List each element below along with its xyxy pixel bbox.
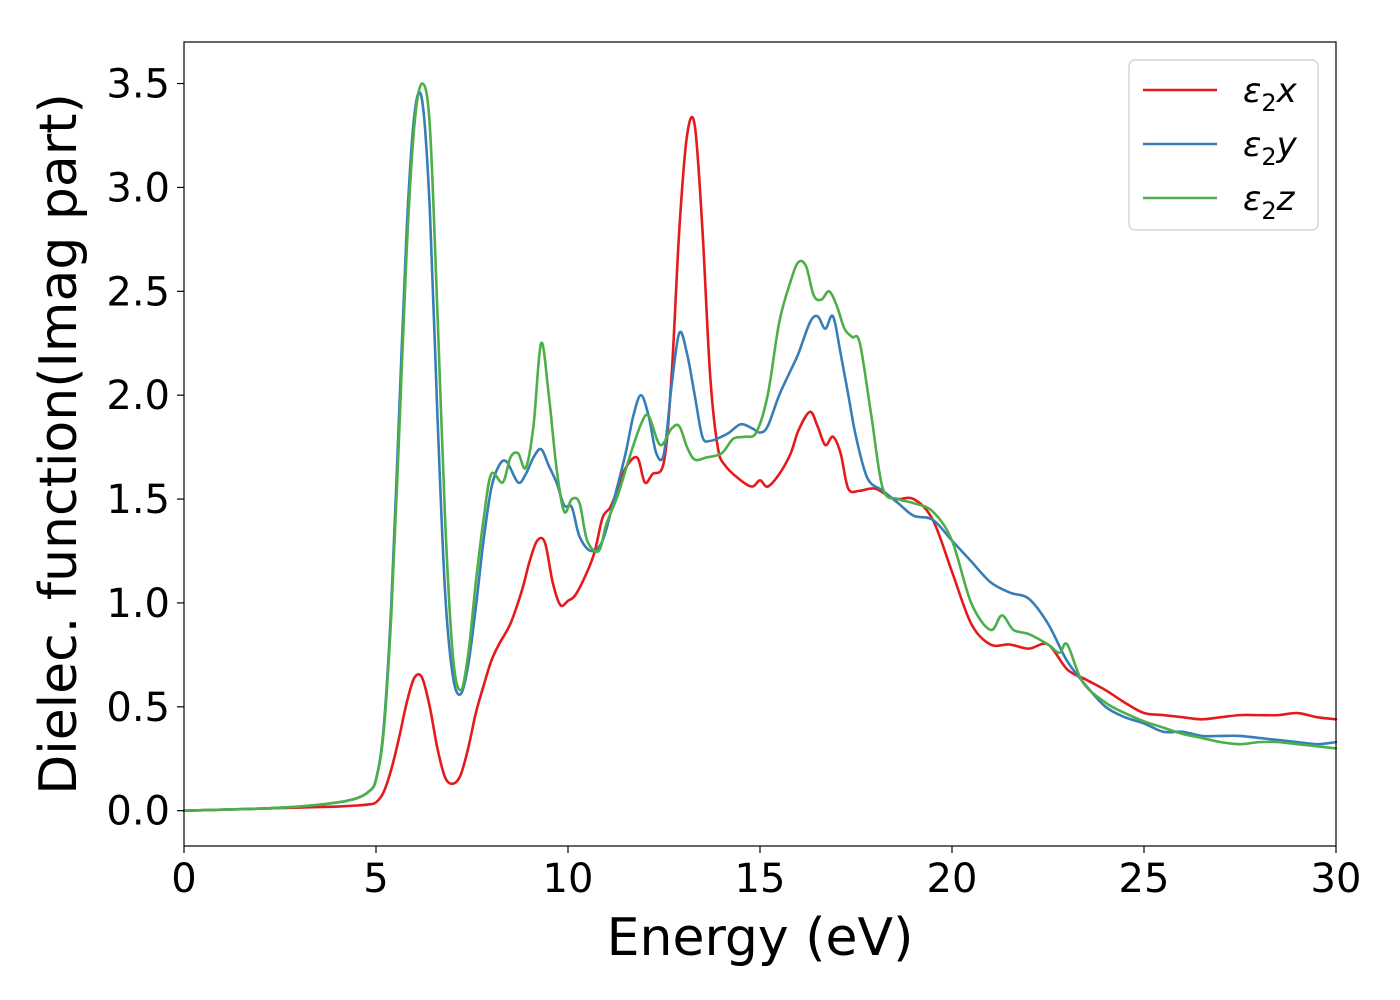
x-axis-ticks: 0 5 10 15 20 25 30: [171, 846, 1361, 902]
legend-label-y: ε2y: [1243, 125, 1298, 171]
y-tick-label: 0.5: [106, 685, 170, 731]
legend-label-subscript: 2: [1261, 197, 1276, 225]
y-tick-label: 2.5: [106, 269, 170, 315]
y-tick-label: 2.0: [106, 373, 170, 419]
legend-label-base: ε: [1243, 71, 1261, 111]
legend-label-x: ε2x: [1243, 71, 1298, 117]
legend-label-tail: y: [1276, 125, 1298, 165]
legend-label-subscript: 2: [1261, 89, 1276, 117]
legend-label-tail: x: [1276, 71, 1298, 111]
x-tick-label: 25: [1119, 856, 1170, 902]
y-tick-label: 3.5: [106, 62, 170, 108]
x-tick-label: 0: [171, 856, 196, 902]
y-tick-label: 0.0: [106, 789, 170, 835]
x-axis-label: Energy (eV): [607, 908, 914, 968]
y-tick-label: 1.5: [106, 477, 170, 523]
legend-box: [1128, 59, 1319, 231]
series-line-y: [182, 90, 1338, 812]
legend-label-base: ε: [1243, 125, 1261, 165]
x-tick-label: 5: [363, 856, 388, 902]
legend-label-subscript: 2: [1261, 143, 1276, 171]
x-tick-label: 20: [927, 856, 978, 902]
legend-label-base: ε: [1243, 179, 1261, 219]
y-tick-label: 3.0: [106, 165, 170, 211]
series-line-z: [182, 82, 1338, 812]
x-tick-label: 15: [735, 856, 786, 902]
y-axis-label: Dielec. function(Imag part): [29, 93, 89, 795]
x-tick-label: 30: [1311, 856, 1362, 902]
series-layer: [182, 82, 1338, 812]
y-tick-label: 1.0: [106, 581, 170, 627]
legend-label-tail: z: [1276, 179, 1296, 219]
legend-label-z: ε2z: [1243, 179, 1296, 225]
x-tick-label: 10: [543, 856, 594, 902]
y-axis-ticks: 0.0 0.5 1.0 1.5 2.0 2.5 3.0 3.5: [106, 62, 184, 835]
